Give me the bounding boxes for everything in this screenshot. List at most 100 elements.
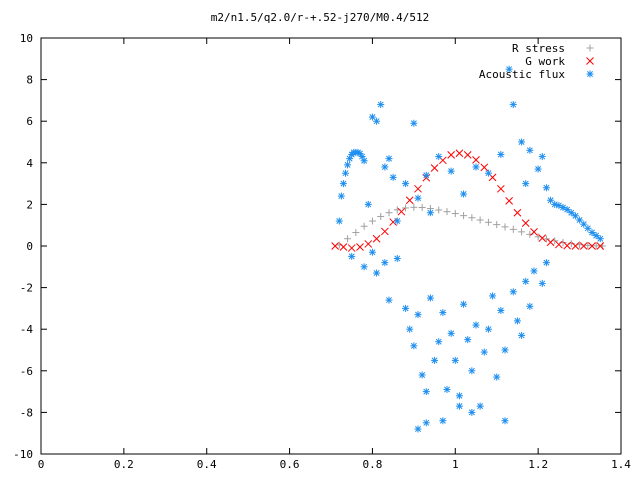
data-point <box>447 151 455 159</box>
data-point <box>439 309 447 317</box>
data-point <box>339 243 348 251</box>
data-point <box>538 234 547 242</box>
data-point <box>439 417 447 425</box>
series-acoustic-flux <box>335 65 604 433</box>
data-point <box>518 228 526 236</box>
data-point <box>480 348 488 356</box>
data-point <box>584 241 592 249</box>
data-point <box>422 419 430 427</box>
data-point <box>571 242 580 250</box>
data-point <box>447 329 455 337</box>
data-point <box>406 325 414 333</box>
data-point <box>588 242 596 250</box>
data-point <box>476 216 484 224</box>
y-tick-label: 4 <box>26 157 33 170</box>
data-point <box>385 296 393 304</box>
data-point <box>414 425 422 433</box>
data-point <box>352 228 360 236</box>
data-point <box>542 259 550 267</box>
data-point <box>344 235 352 243</box>
data-point <box>534 165 542 173</box>
data-point <box>468 367 476 375</box>
data-point <box>460 212 468 220</box>
data-point <box>563 241 571 250</box>
data-point <box>451 356 459 364</box>
data-point <box>592 232 600 240</box>
data-point <box>579 242 588 250</box>
data-point <box>373 117 381 125</box>
x-tick-label: 1.2 <box>528 458 548 471</box>
data-point <box>522 180 530 188</box>
y-tick-label: 2 <box>26 198 33 211</box>
data-point <box>493 221 501 229</box>
data-point <box>426 209 434 217</box>
data-point <box>526 146 534 154</box>
data-point <box>476 402 484 410</box>
data-point <box>397 207 406 216</box>
data-point <box>493 373 501 381</box>
data-point <box>596 242 605 250</box>
data-point <box>526 302 534 310</box>
data-point <box>373 269 381 277</box>
legend-label: R stress <box>512 42 565 55</box>
axis-ticks: 0 0.2 0.4 0.6 0.8 1 1.2 1.4 10 8 6 4 2 0 -2 -4 -6 -8 -10 <box>13 32 631 471</box>
data-point <box>497 150 505 158</box>
data-point <box>364 240 373 248</box>
data-point <box>596 235 604 243</box>
legend-marker <box>586 44 594 52</box>
data-point <box>501 417 509 425</box>
plot-area-frame <box>40 37 622 455</box>
data-point <box>472 163 480 171</box>
data-point <box>385 155 393 163</box>
data-point <box>518 331 526 339</box>
y-tick-label: -2 <box>20 282 33 295</box>
data-point <box>497 306 505 314</box>
data-point <box>542 184 550 192</box>
x-tick-label: 0 <box>38 458 45 471</box>
data-point <box>472 156 480 164</box>
data-point <box>410 342 418 350</box>
x-tick-label: 0.8 <box>362 458 382 471</box>
data-point <box>435 153 443 161</box>
data-point <box>393 217 401 225</box>
data-point <box>337 192 345 200</box>
data-point <box>509 225 517 233</box>
data-point <box>368 248 376 256</box>
data-point <box>356 243 364 251</box>
data-point <box>592 242 600 250</box>
data-point <box>347 244 356 252</box>
x-tick-label: 0.4 <box>197 458 217 471</box>
data-point <box>513 317 521 325</box>
data-point <box>381 259 389 267</box>
data-point <box>414 194 422 202</box>
legend-marker <box>586 57 594 65</box>
y-tick-label: 0 <box>26 240 33 253</box>
data-point <box>455 392 463 400</box>
series-g-work <box>331 149 605 252</box>
data-point <box>414 311 422 319</box>
data-point <box>422 171 430 179</box>
data-point <box>463 151 472 159</box>
data-point <box>509 101 517 109</box>
legend-label: G work <box>525 55 565 68</box>
data-point <box>381 163 389 171</box>
data-point <box>509 288 517 296</box>
data-point <box>344 161 352 169</box>
data-point <box>422 388 430 396</box>
data-point <box>538 153 546 161</box>
data-point <box>335 217 343 225</box>
data-point <box>414 184 422 193</box>
data-point <box>588 228 596 236</box>
series-layer <box>331 65 606 433</box>
data-point <box>389 173 397 181</box>
y-tick-label: -8 <box>20 406 33 419</box>
y-tick-label: 10 <box>20 32 33 45</box>
data-point <box>538 279 546 287</box>
legend-marker <box>586 70 594 78</box>
data-point <box>513 208 522 217</box>
data-point <box>584 224 592 232</box>
data-point <box>342 169 349 177</box>
x-tick-label: 0.6 <box>280 458 300 471</box>
data-point <box>522 277 530 285</box>
